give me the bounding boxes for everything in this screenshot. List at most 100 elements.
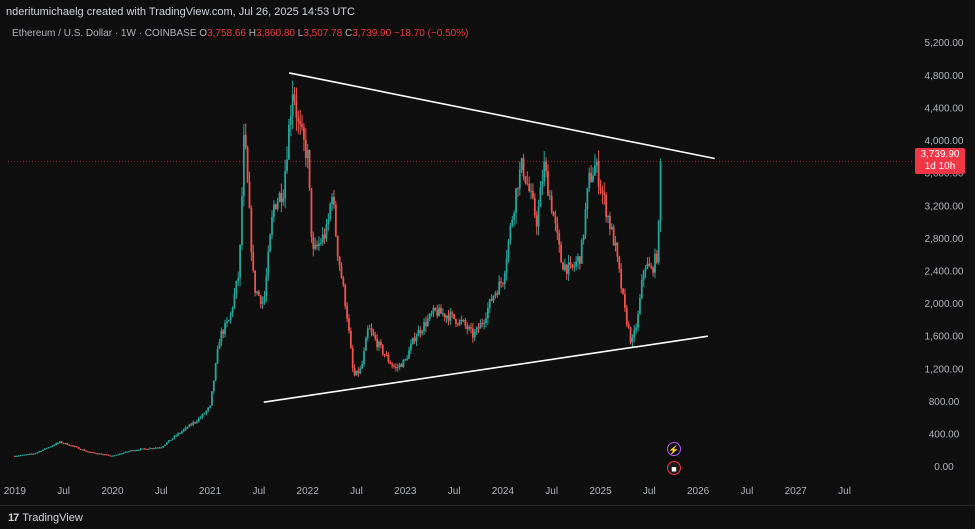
candle-body <box>122 452 125 454</box>
candle-body <box>192 422 195 425</box>
us-flag-icon[interactable]: ■ <box>667 461 681 475</box>
candle-body <box>348 318 350 331</box>
candle-body <box>473 332 476 338</box>
candle-body <box>639 298 641 314</box>
x-tick-label: 2020 <box>101 486 124 497</box>
price-chart[interactable]: 5,200.00 4,800.00 4,400.00 4,000.00 3,600.00… <box>0 0 975 505</box>
candle-body <box>376 338 379 348</box>
candle-body <box>533 197 536 216</box>
candle-body <box>224 322 226 335</box>
x-tick-label: Jul <box>545 486 558 497</box>
candle-body <box>43 448 46 450</box>
candle-body <box>27 454 29 456</box>
candle-body <box>417 329 420 337</box>
tradingview-logo[interactable]: 17 TradingView <box>8 512 83 524</box>
candle-body <box>387 355 390 362</box>
candle-body <box>620 269 623 289</box>
open-value: 3,758.66 <box>207 28 246 39</box>
close-value: 3,739.90 <box>352 28 392 39</box>
candle-body <box>100 453 103 455</box>
candle-body <box>609 216 611 229</box>
candle-body <box>167 440 170 443</box>
candle-body <box>338 256 341 266</box>
candle-body <box>507 240 510 259</box>
candle-body <box>635 327 638 330</box>
candle-body <box>312 237 315 249</box>
candle-body <box>308 150 311 189</box>
candle-body <box>398 364 401 368</box>
candle-body <box>109 455 112 457</box>
candle-body <box>565 264 568 275</box>
candle-body <box>648 263 651 267</box>
candle-body <box>612 226 615 246</box>
candle-body <box>263 295 266 303</box>
candle-body <box>226 321 228 323</box>
candle-body <box>205 410 208 414</box>
candle-body <box>652 267 654 273</box>
candle-body <box>363 350 365 365</box>
candle-body <box>280 193 283 203</box>
x-tick-label: Jul <box>643 486 656 497</box>
candle-body <box>181 431 183 433</box>
candle-body <box>614 242 617 246</box>
candle-body <box>475 327 478 333</box>
candle-body <box>370 328 373 332</box>
candle-body <box>241 196 243 246</box>
candle-body <box>573 266 576 268</box>
candle-body <box>503 272 506 284</box>
candle-body <box>147 448 150 450</box>
candle-body <box>395 366 397 368</box>
candle-body <box>74 446 76 448</box>
candle-body <box>188 424 191 428</box>
candle-body <box>535 215 538 227</box>
candle-body <box>89 451 91 453</box>
candle-body <box>603 192 606 196</box>
candle-body <box>342 277 345 285</box>
candle-body <box>415 336 418 342</box>
candle-body <box>15 455 18 457</box>
candle-body <box>284 171 287 199</box>
candle-body <box>229 313 232 321</box>
candle-body <box>558 232 561 245</box>
candle-body <box>577 256 579 262</box>
y-tick-label: 4,800.00 <box>925 71 964 82</box>
candle-body <box>481 322 484 324</box>
candle-body <box>321 234 324 243</box>
candle-body <box>150 448 153 450</box>
candle-body <box>190 424 193 426</box>
candle-body <box>135 450 138 452</box>
candle-body <box>402 359 405 367</box>
candle-body <box>323 234 326 239</box>
candle-body <box>421 331 424 334</box>
candle-body <box>488 299 491 309</box>
candle-body <box>286 159 288 172</box>
candle-body <box>119 453 121 455</box>
candle-body <box>158 447 161 449</box>
candle-body <box>25 454 27 456</box>
candle-body <box>149 448 151 450</box>
x-tick-label: 2025 <box>589 486 612 497</box>
candle-body <box>177 433 180 436</box>
candle-body <box>130 450 133 452</box>
high-label: H <box>248 28 257 39</box>
candle-body <box>654 253 656 273</box>
candle-body <box>21 454 24 456</box>
lightning-icon[interactable]: ⚡ <box>667 442 681 456</box>
candle-body <box>438 307 440 316</box>
x-tick-label: 2024 <box>492 486 515 497</box>
candle-body <box>385 355 388 357</box>
low-value: 3,507.78 <box>303 28 343 39</box>
candle-body <box>124 451 127 453</box>
candle-body <box>563 264 566 270</box>
candle-body <box>334 204 337 236</box>
candle-body <box>644 268 647 271</box>
y-tick-label: 1,600.00 <box>925 332 964 343</box>
candle-body <box>301 124 303 128</box>
candle-body <box>197 418 200 422</box>
candle-body <box>530 190 532 192</box>
candle-body <box>443 313 446 318</box>
candle-body <box>580 240 583 264</box>
x-tick-label: Jul <box>838 486 851 497</box>
candle-body <box>505 258 508 273</box>
candle-body <box>515 188 517 213</box>
